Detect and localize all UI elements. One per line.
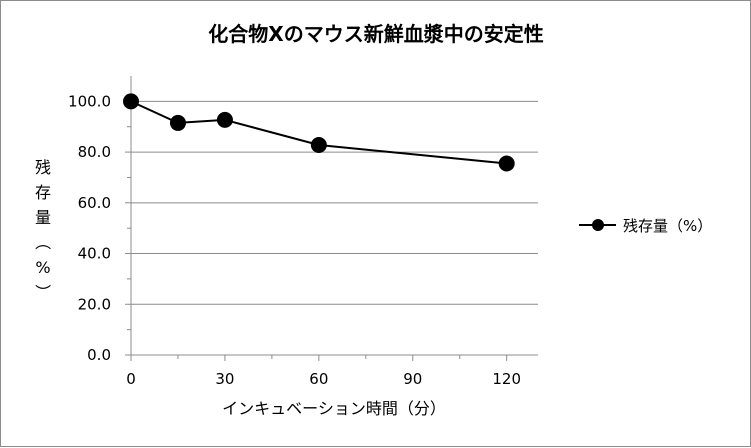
data-point	[216, 111, 233, 128]
y-axis-title-char: ）	[33, 284, 52, 300]
data-point	[310, 136, 327, 153]
x-tick-label: 90	[403, 370, 422, 388]
x-tick-label: 30	[215, 370, 234, 388]
y-tick-label: 80.0	[78, 143, 111, 161]
y-tick-label: 0.0	[87, 346, 111, 364]
y-tick-label: 20.0	[78, 295, 111, 313]
data-point	[169, 114, 186, 131]
y-tick-label: 100.0	[68, 92, 111, 110]
x-tick-labels: 0 30 60 90 120	[126, 370, 521, 388]
y-tick-label: 40.0	[78, 245, 111, 263]
y-axis-title-char: 量	[35, 208, 51, 227]
y-axis-title-char: %	[35, 258, 50, 277]
data-point	[498, 155, 515, 172]
legend-label: 残存量（%）	[623, 217, 712, 235]
axes	[125, 76, 538, 361]
series-line-path	[130, 100, 507, 165]
series-line	[123, 93, 515, 172]
y-axis-title-char: 残	[35, 158, 51, 177]
chart-title: 化合物Xのマウス新鮮血漿中の安定性	[208, 22, 543, 46]
gridlines	[131, 100, 538, 305]
x-tick-label: 60	[309, 370, 328, 388]
x-tick-label: 120	[492, 370, 521, 388]
y-axis-title-char: 存	[35, 183, 51, 202]
legend: 残存量（%）	[579, 217, 712, 235]
data-point	[123, 93, 139, 110]
y-axis-title: 残存量 （% ）	[33, 158, 52, 300]
y-tick-labels: 0.0 20.0 40.0 60.0 80.0 100.0	[68, 92, 111, 364]
y-axis-title-char: （	[33, 234, 52, 250]
y-tick-label: 60.0	[78, 194, 111, 212]
legend-point-marker	[592, 219, 604, 231]
x-tick-label: 0	[126, 370, 136, 388]
x-axis-title: インキュベーション時間（分）	[222, 399, 446, 418]
